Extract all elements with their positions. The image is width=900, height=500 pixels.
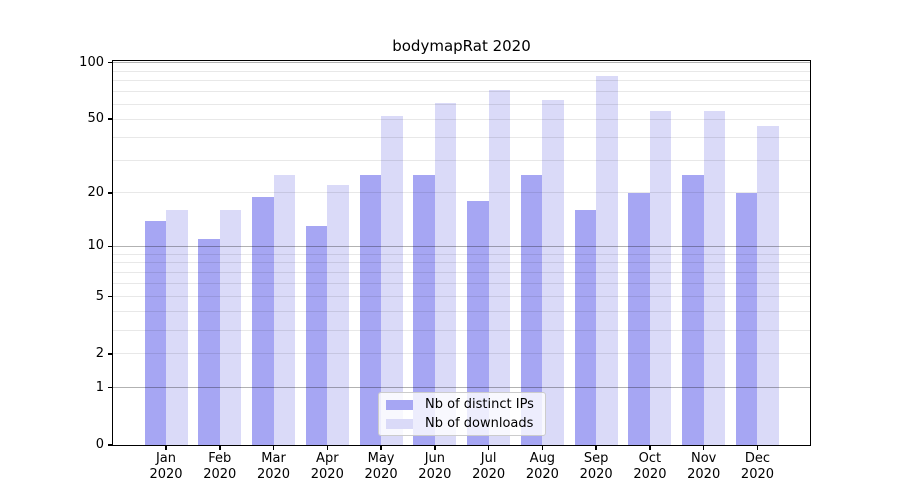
bar-downloads-dec (757, 126, 779, 445)
legend-row-distinct-ips: Nb of distinct IPs (386, 397, 545, 413)
gridline (113, 136, 810, 138)
x-tick-mark (702, 445, 705, 450)
bar-distinct-ips-apr (305, 226, 328, 445)
y-tick-mark (108, 386, 113, 389)
x-tick-label-mar: Mar 2020 (256, 451, 291, 482)
x-tick-label-nov: Nov 2020 (687, 451, 721, 482)
bar-distinct-ips-jun (413, 175, 435, 445)
y-tick-label: 5 (95, 288, 104, 304)
chart-title: bodymapRat 2020 (392, 37, 531, 55)
y-tick-mark (108, 295, 113, 298)
gridline (113, 272, 810, 274)
x-tick-mark (272, 445, 275, 450)
bar-downloads-aug (542, 100, 564, 445)
legend-swatch-downloads (386, 418, 413, 429)
y-tick-label: 20 (87, 184, 104, 200)
x-tick-label-oct: Oct 2020 (633, 451, 667, 482)
bar-downloads-sep (596, 75, 618, 445)
y-tick-mark (108, 61, 113, 64)
x-tick-label-may: May 2020 (364, 451, 398, 482)
gridline (113, 159, 810, 161)
x-tick-label-aug: Aug 2020 (525, 451, 559, 482)
gridline (113, 387, 810, 389)
gridline (113, 245, 810, 247)
gridline (113, 283, 810, 285)
bar-distinct-ips-aug (520, 175, 543, 445)
bar-distinct-ips-jan (144, 220, 166, 445)
x-tick-mark (434, 445, 436, 450)
y-tick-label: 50 (87, 111, 104, 127)
gridline (113, 80, 810, 82)
legend-label-downloads: Nb of downloads (425, 415, 534, 431)
y-tick-mark (108, 118, 113, 120)
bar-distinct-ips-may (359, 175, 382, 445)
x-tick-mark (165, 445, 167, 450)
y-tick-label: 0 (95, 437, 104, 452)
gridline (113, 262, 810, 264)
x-tick-label-jan: Jan 2020 (149, 451, 183, 482)
x-tick-mark (380, 445, 382, 450)
bar-distinct-ips-sep (574, 210, 597, 445)
x-tick-label-apr: Apr 2020 (310, 451, 344, 482)
x-tick-label-dec: Dec 2020 (740, 451, 775, 482)
gridline (113, 62, 810, 64)
x-tick-label-feb: Feb 2020 (203, 451, 237, 482)
x-tick-mark (326, 445, 329, 450)
x-tick-mark (595, 445, 597, 450)
x-tick-label-jul: Jul 2020 (472, 451, 506, 482)
y-tick-mark (108, 245, 113, 248)
y-tick-mark (108, 192, 113, 194)
bar-downloads-jun (434, 103, 457, 445)
x-tick-mark (541, 445, 544, 450)
gridline (113, 311, 810, 313)
gridline (113, 329, 810, 331)
bar-distinct-ips-jul (467, 201, 489, 445)
bar-downloads-oct (649, 111, 672, 445)
legend: Nb of distinct IPs Nb of downloads (378, 392, 546, 436)
bar-downloads-apr (327, 185, 349, 445)
x-tick-mark (487, 445, 490, 450)
gridline (113, 192, 810, 194)
bar-downloads-feb (219, 210, 242, 445)
plot-area (113, 61, 810, 445)
y-tick-label: 10 (87, 238, 104, 254)
gridline (113, 118, 810, 120)
y-tick-label: 100 (79, 54, 104, 70)
bar-distinct-ips-dec (735, 192, 758, 445)
gridline (113, 70, 810, 72)
x-tick-label-sep: Sep 2020 (579, 451, 613, 482)
gridline (113, 91, 810, 93)
x-tick-mark (649, 445, 651, 450)
gridline (113, 296, 810, 298)
y-tick-label: 1 (95, 379, 104, 395)
gridline (113, 353, 810, 355)
bar-distinct-ips-nov (682, 175, 704, 445)
y-tick-label: 2 (95, 345, 104, 361)
legend-row-downloads: Nb of downloads (386, 416, 545, 432)
gridline (113, 103, 810, 105)
bar-downloads-jan (166, 210, 188, 445)
x-tick-mark (756, 445, 759, 450)
gridline (113, 253, 810, 255)
y-tick-mark (108, 444, 113, 446)
bar-distinct-ips-mar (252, 196, 274, 445)
bar-downloads-jul (488, 89, 511, 445)
bar-distinct-ips-oct (628, 192, 650, 445)
bar-distinct-ips-feb (198, 239, 220, 445)
y-tick-mark (108, 353, 113, 355)
x-tick-label-jun: Jun 2020 (418, 451, 452, 482)
legend-swatch-distinct-ips (386, 399, 413, 410)
x-tick-mark (219, 445, 221, 450)
bar-downloads-nov (703, 111, 726, 445)
legend-label-distinct-ips: Nb of distinct IPs (425, 396, 534, 412)
bar-downloads-may (381, 116, 403, 445)
bar-downloads-mar (273, 175, 296, 445)
